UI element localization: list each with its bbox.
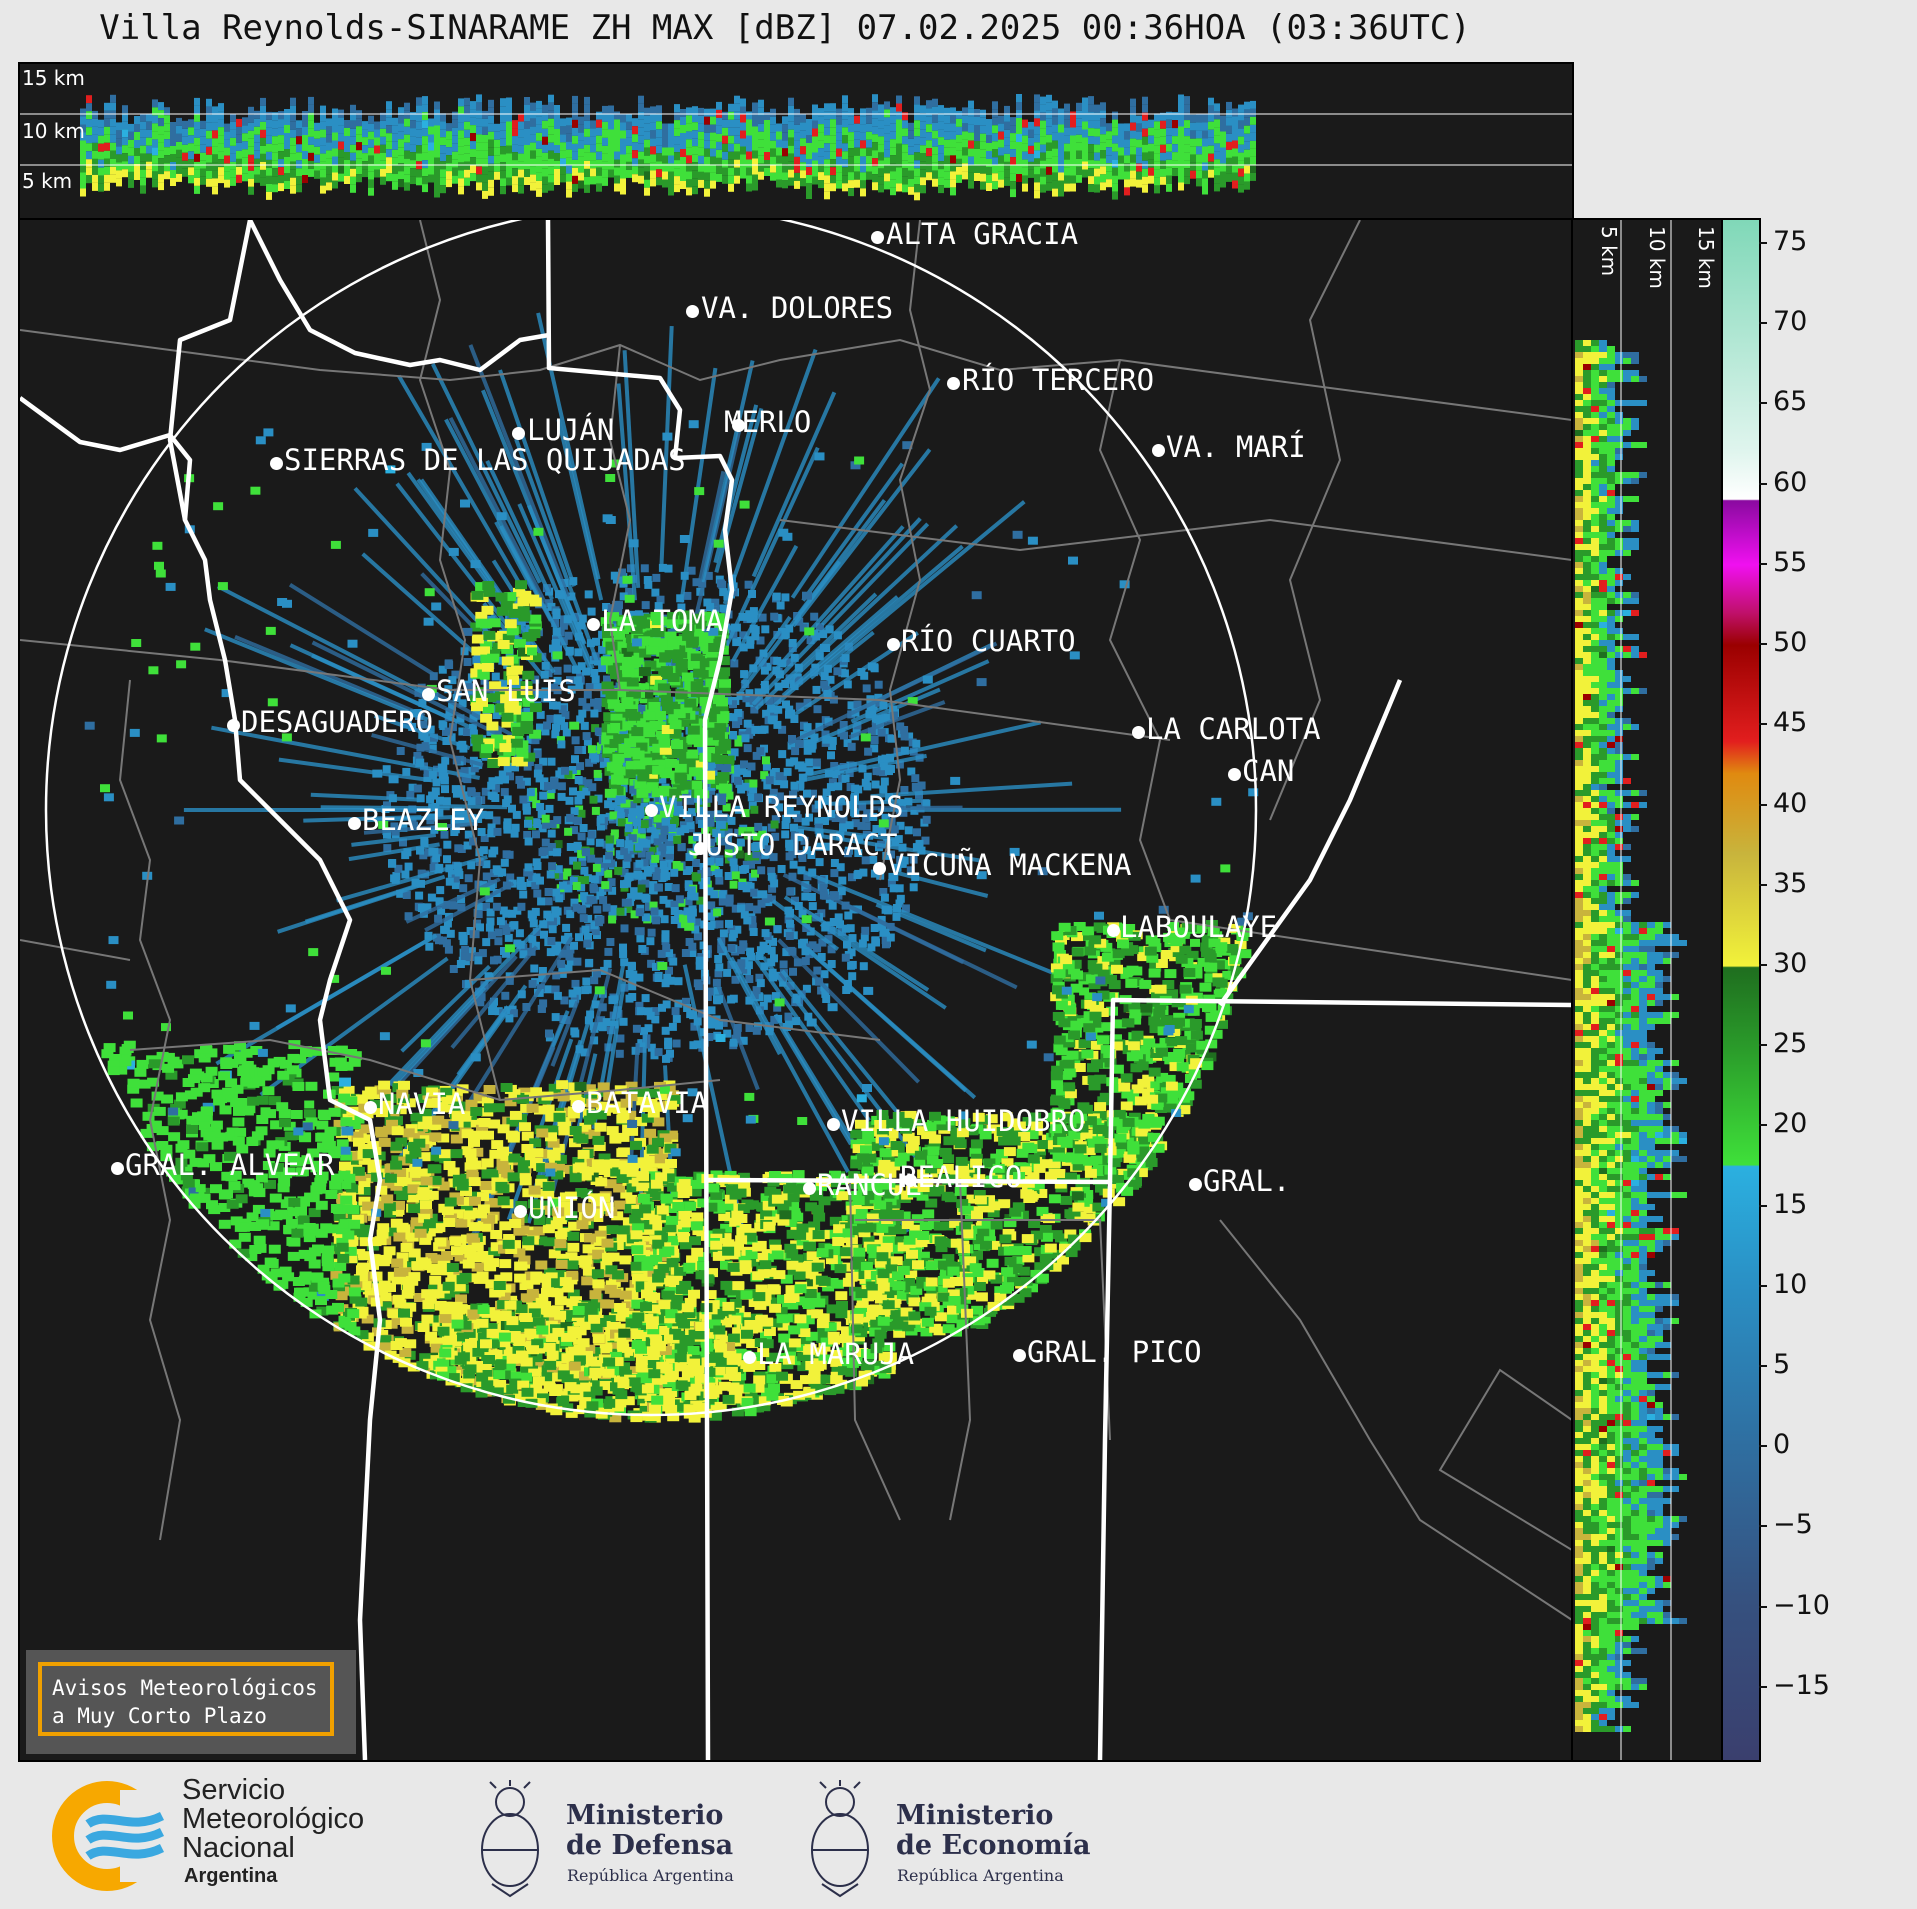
- range-ring: [44, 220, 1258, 1417]
- side-alt-15km: 15 km: [1694, 226, 1718, 289]
- avisos-line-2: a Muy Corto Plazo: [52, 1704, 267, 1728]
- defensa-escudo-icon: [481, 1780, 539, 1898]
- city-label: LABOULAYE: [1120, 910, 1278, 944]
- city-label: LUJÁN: [527, 413, 615, 447]
- economia-line-2: de Economía: [896, 1830, 1091, 1861]
- map-title: Villa Reynolds-SINARAME ZH MAX [dBZ] 07.…: [99, 8, 1471, 48]
- city-label: VILLA REYNOLDS: [659, 790, 904, 824]
- city-label: RÍO TERCERO: [962, 363, 1155, 397]
- city-label: VA. DOLORES: [701, 291, 894, 325]
- footer: Servicio Meteorológico Nacional Argentin…: [0, 1762, 1917, 1909]
- city-label: NAVIA: [378, 1087, 466, 1121]
- city-dot: [1189, 1178, 1202, 1191]
- radar-map[interactable]: ALTA GRACIA VA. DOLORES RÍO TERCERO LUJÁN ME…: [18, 218, 1574, 1762]
- city-label: VILLA HUIDOBRO: [841, 1104, 1086, 1138]
- city-dot: [871, 231, 884, 244]
- side-cross-section: 5 km 10 km 15 km: [1571, 218, 1725, 1762]
- city-label: CAN: [1242, 754, 1295, 788]
- colorbar: [1721, 218, 1761, 1762]
- city-label: GRAL.: [1203, 1164, 1291, 1198]
- city-dot: [422, 688, 435, 701]
- city-dot: [686, 305, 699, 318]
- city-dot: [887, 638, 900, 651]
- city-label: LA TOMA: [601, 604, 724, 638]
- city-dot: [1228, 768, 1241, 781]
- city-label: GRAL. ALVEAR: [125, 1148, 335, 1182]
- city-dot: [873, 862, 886, 875]
- city-dot: [904, 1174, 917, 1187]
- city-label: ALTA GRACIA: [886, 218, 1079, 251]
- city-dot: [348, 817, 361, 830]
- city-label: RANCUL: [817, 1168, 922, 1202]
- radar-map-canvas: [20, 220, 1572, 1760]
- city-dot: [512, 427, 525, 440]
- top-cross-section: 15 km 10 km 5 km: [18, 62, 1574, 221]
- city-label: MERLO: [724, 405, 812, 439]
- city-label: LA MARUJA: [757, 1337, 915, 1371]
- city-label: JUSTO DARACT: [688, 828, 898, 862]
- defensa-line-1: Ministerio: [566, 1800, 724, 1831]
- city-label: BEAZLEY: [362, 803, 485, 837]
- city-dot: [270, 457, 283, 470]
- defensa-line-3: República Argentina: [567, 1866, 734, 1885]
- reflectivity-echoes: [84, 312, 1259, 1423]
- city-label: RÍO CUARTO: [901, 624, 1076, 658]
- city-dot: [514, 1205, 527, 1218]
- city-dot: [1152, 444, 1165, 457]
- smn-line-2: Meteorológico: [182, 1803, 365, 1835]
- colorbar-gradient: [1723, 220, 1759, 1760]
- smn-line-3: Nacional: [182, 1832, 295, 1864]
- avisos-line-1: Avisos Meteorológicos: [52, 1676, 318, 1700]
- side-alt-5km: 5 km: [1597, 226, 1621, 277]
- city-label: GRAL. PICO: [1027, 1335, 1202, 1369]
- city-dot: [227, 719, 240, 732]
- top-cross-section-echoes: [20, 94, 1572, 201]
- smn-line-4: Argentina: [184, 1865, 278, 1887]
- avisos-box[interactable]: Avisos Meteorológicos a Muy Corto Plazo: [26, 1650, 356, 1754]
- city-label: REALICO: [900, 1160, 1023, 1194]
- city-label: VA. MARÍ: [1166, 430, 1306, 464]
- city-dot: [572, 1100, 585, 1113]
- city-label: SIERRAS DE LAS QUIJADAS: [284, 443, 686, 477]
- city-dot: [111, 1162, 124, 1175]
- city-label: SAN LUIS: [436, 674, 576, 708]
- smn-logo-icon: [52, 1781, 165, 1891]
- economia-line-1: Ministerio: [896, 1800, 1054, 1831]
- city-dot: [645, 804, 658, 817]
- district-boundaries: [20, 220, 1572, 1621]
- city-label: LA CARLOTA: [1146, 712, 1321, 746]
- smn-logo: [50, 1780, 165, 1892]
- city-label: UNIÓN: [528, 1191, 616, 1225]
- city-dot: [364, 1101, 377, 1114]
- economia-line-3: República Argentina: [897, 1866, 1064, 1885]
- city-dot: [1107, 924, 1120, 937]
- province-boundaries: [20, 220, 1572, 1760]
- city-dot: [587, 618, 600, 631]
- top-alt-5km: 5 km: [22, 169, 73, 193]
- colorbar-ticks: 75 70 65 60 55 50 45 40 35 30 25 20 15 10 5 0 −5 −10 −15: [1759, 226, 1830, 1701]
- smn-line-1: Servicio: [182, 1774, 286, 1806]
- city-label: BATAVIA: [586, 1086, 709, 1120]
- economia-escudo: [800, 1780, 880, 1900]
- city-dot: [743, 1351, 756, 1364]
- city-dot: [694, 842, 707, 855]
- city-dot: [1132, 726, 1145, 739]
- top-alt-15km: 15 km: [22, 66, 85, 90]
- city-dot: [1013, 1349, 1026, 1362]
- city-dot: [732, 419, 745, 432]
- city-dot: [947, 377, 960, 390]
- economia-escudo-icon: [811, 1780, 869, 1898]
- side-alt-10km: 10 km: [1645, 226, 1669, 289]
- city-dot: [803, 1182, 816, 1195]
- city-label: DESAGUADERO: [241, 705, 434, 739]
- defensa-escudo: [470, 1780, 550, 1900]
- defensa-line-2: de Defensa: [566, 1830, 734, 1861]
- city-label: VICUÑA MACKENA: [887, 848, 1132, 882]
- city-dot: [827, 1118, 840, 1131]
- side-cross-section-echoes: [1575, 220, 1687, 1760]
- top-alt-10km: 10 km: [22, 119, 85, 143]
